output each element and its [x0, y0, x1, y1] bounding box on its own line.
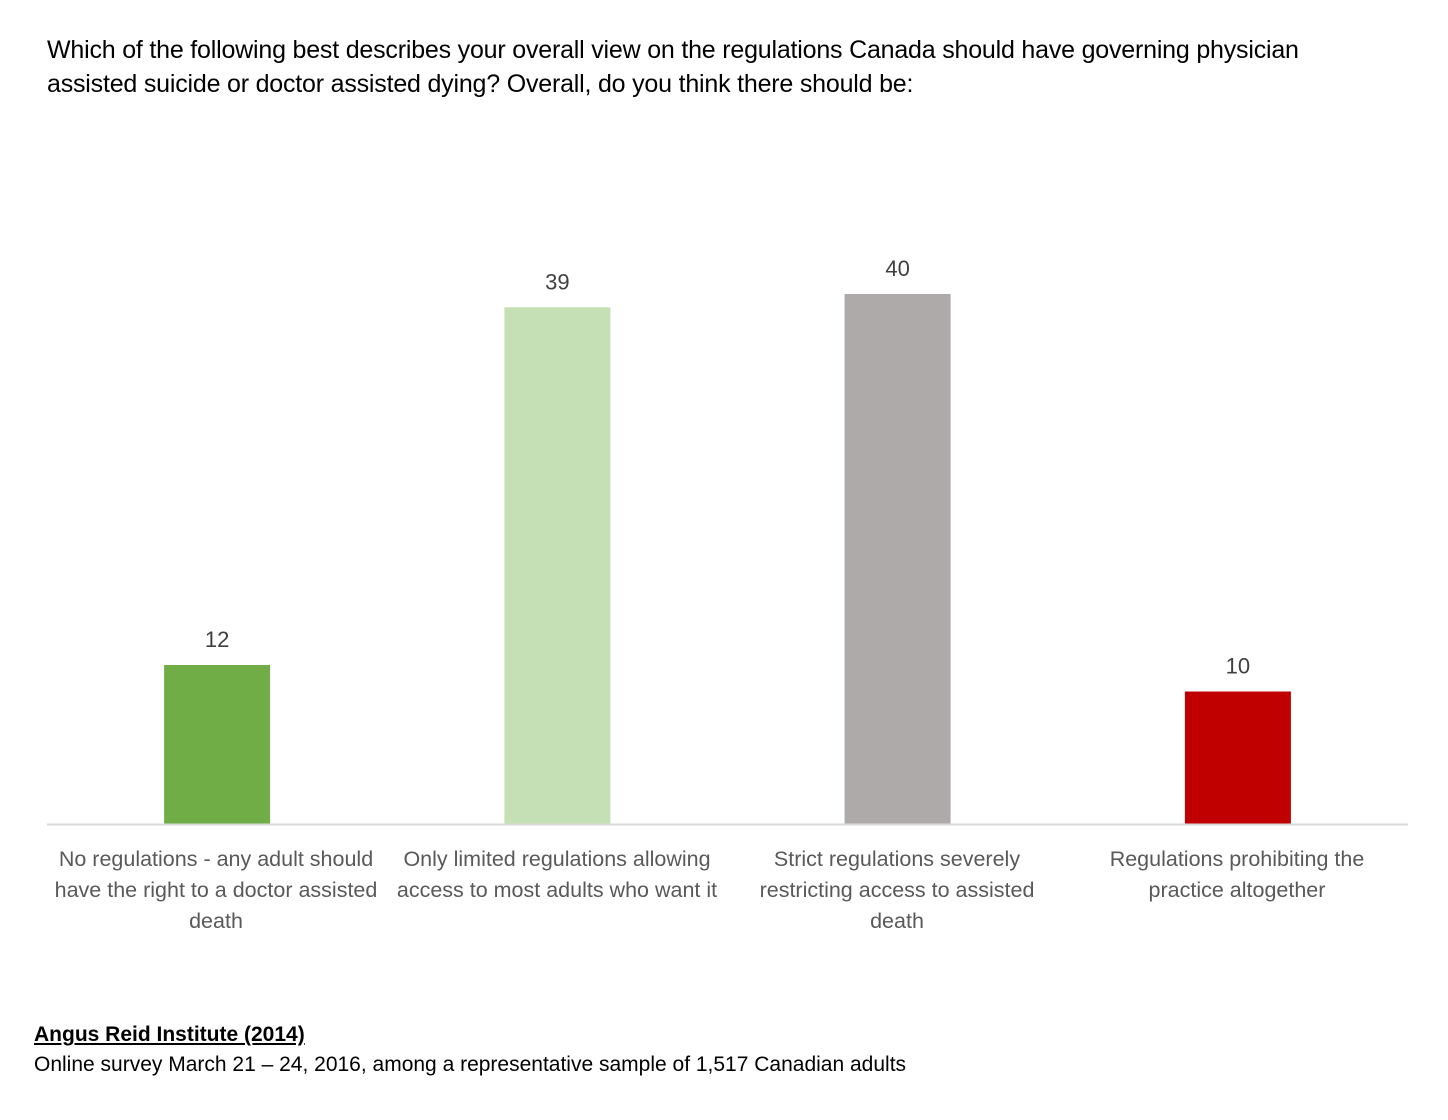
category-label: Strict regulations severely restricting …	[759, 847, 1035, 933]
bar	[164, 665, 271, 824]
bar	[844, 294, 951, 824]
data-label: 40	[885, 256, 909, 281]
source-citation: Angus Reid Institute (2014)	[34, 1023, 305, 1046]
survey-note: Online survey March 21 – 24, 2016, among…	[34, 1053, 907, 1076]
category-label: Only limited regulations allowing access…	[396, 847, 718, 902]
chart-title: Which of the following best describes yo…	[47, 36, 1299, 98]
category-label: No regulations - any adult should have t…	[54, 847, 378, 933]
data-label: 12	[205, 627, 229, 652]
data-label: 39	[545, 269, 569, 294]
bar	[504, 307, 611, 825]
bar	[1184, 691, 1291, 824]
category-label: Regulations prohibiting the practice alt…	[1109, 847, 1365, 902]
data-label: 10	[1226, 654, 1250, 679]
